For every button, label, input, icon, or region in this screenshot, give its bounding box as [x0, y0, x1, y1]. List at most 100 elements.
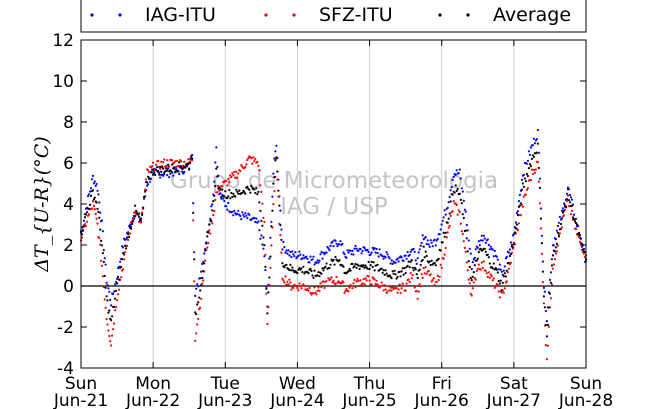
data-point — [188, 167, 191, 170]
data-point — [517, 200, 521, 203]
data-point — [349, 269, 352, 272]
data-point — [536, 161, 540, 164]
data-point — [192, 219, 195, 222]
data-point — [126, 236, 129, 239]
data-point — [88, 203, 92, 206]
data-point — [320, 250, 323, 254]
y-tick-label: 10 — [52, 72, 74, 92]
data-point — [384, 288, 387, 291]
data-point — [429, 263, 432, 267]
data-point — [461, 190, 464, 193]
data-point — [228, 181, 231, 184]
data-point — [527, 150, 531, 153]
data-point — [450, 186, 453, 189]
data-points — [79, 128, 588, 361]
data-point — [154, 173, 157, 176]
data-point — [331, 240, 334, 243]
data-point — [306, 288, 309, 291]
data-point — [512, 233, 516, 236]
data-point — [187, 158, 190, 161]
data-point — [509, 241, 512, 244]
data-point — [419, 244, 422, 247]
data-point — [231, 210, 234, 213]
data-point — [148, 171, 151, 174]
data-point — [348, 286, 351, 289]
data-point — [94, 212, 97, 216]
data-point — [284, 275, 287, 278]
data-point — [100, 259, 103, 262]
data-point — [229, 174, 232, 177]
data-point — [383, 273, 386, 276]
data-point — [119, 260, 122, 263]
data-point — [566, 188, 570, 191]
data-point — [348, 267, 351, 271]
data-point — [562, 209, 566, 212]
data-point — [560, 209, 564, 212]
data-point — [207, 231, 210, 234]
data-point — [338, 259, 341, 262]
data-point — [309, 267, 312, 270]
data-point — [111, 334, 114, 337]
data-point — [487, 271, 490, 274]
data-point — [270, 220, 273, 223]
data-point — [274, 159, 277, 162]
data-point — [498, 263, 501, 266]
data-point — [428, 260, 431, 263]
data-point — [312, 255, 315, 258]
data-point — [210, 205, 213, 208]
data-point — [260, 219, 263, 222]
data-point — [322, 280, 325, 283]
data-point — [571, 216, 575, 219]
data-point — [127, 238, 130, 241]
data-point — [458, 168, 461, 171]
data-point — [411, 266, 414, 269]
data-point — [420, 273, 423, 276]
data-point — [99, 228, 102, 231]
data-point — [101, 252, 104, 255]
data-point — [261, 224, 264, 227]
data-point — [509, 261, 512, 264]
data-point — [370, 260, 373, 263]
data-point — [232, 192, 235, 195]
data-point — [467, 260, 470, 263]
data-point — [236, 190, 239, 193]
data-point — [390, 277, 393, 280]
data-point — [437, 257, 440, 260]
data-point — [489, 245, 492, 248]
data-point — [419, 263, 422, 266]
x-tick-date-label: Jun-26 — [414, 391, 469, 409]
data-point — [302, 265, 305, 268]
data-point — [474, 248, 477, 251]
data-point — [317, 271, 320, 274]
data-point — [474, 278, 477, 281]
data-point — [305, 255, 308, 258]
data-point — [381, 284, 384, 287]
data-point — [267, 291, 270, 294]
data-point — [288, 268, 291, 272]
data-point — [288, 278, 291, 281]
data-point — [422, 245, 425, 248]
data-point — [231, 172, 234, 175]
data-point — [221, 185, 224, 188]
data-point — [347, 251, 350, 254]
data-point — [186, 165, 189, 168]
data-point — [467, 278, 470, 281]
data-point — [358, 267, 361, 271]
data-point — [455, 189, 458, 192]
legend-label: IAG-ITU — [145, 4, 216, 26]
data-point — [125, 238, 128, 241]
data-point — [266, 322, 269, 326]
data-point — [297, 254, 300, 258]
data-point — [386, 253, 389, 256]
data-point — [468, 247, 471, 250]
data-point — [412, 269, 415, 272]
data-point — [253, 216, 256, 219]
data-point — [569, 213, 573, 216]
data-point — [276, 170, 279, 173]
data-point — [115, 289, 118, 292]
data-point — [204, 259, 207, 262]
data-point — [239, 214, 242, 218]
data-point — [566, 186, 570, 189]
data-point — [376, 263, 379, 266]
data-point — [347, 270, 350, 273]
